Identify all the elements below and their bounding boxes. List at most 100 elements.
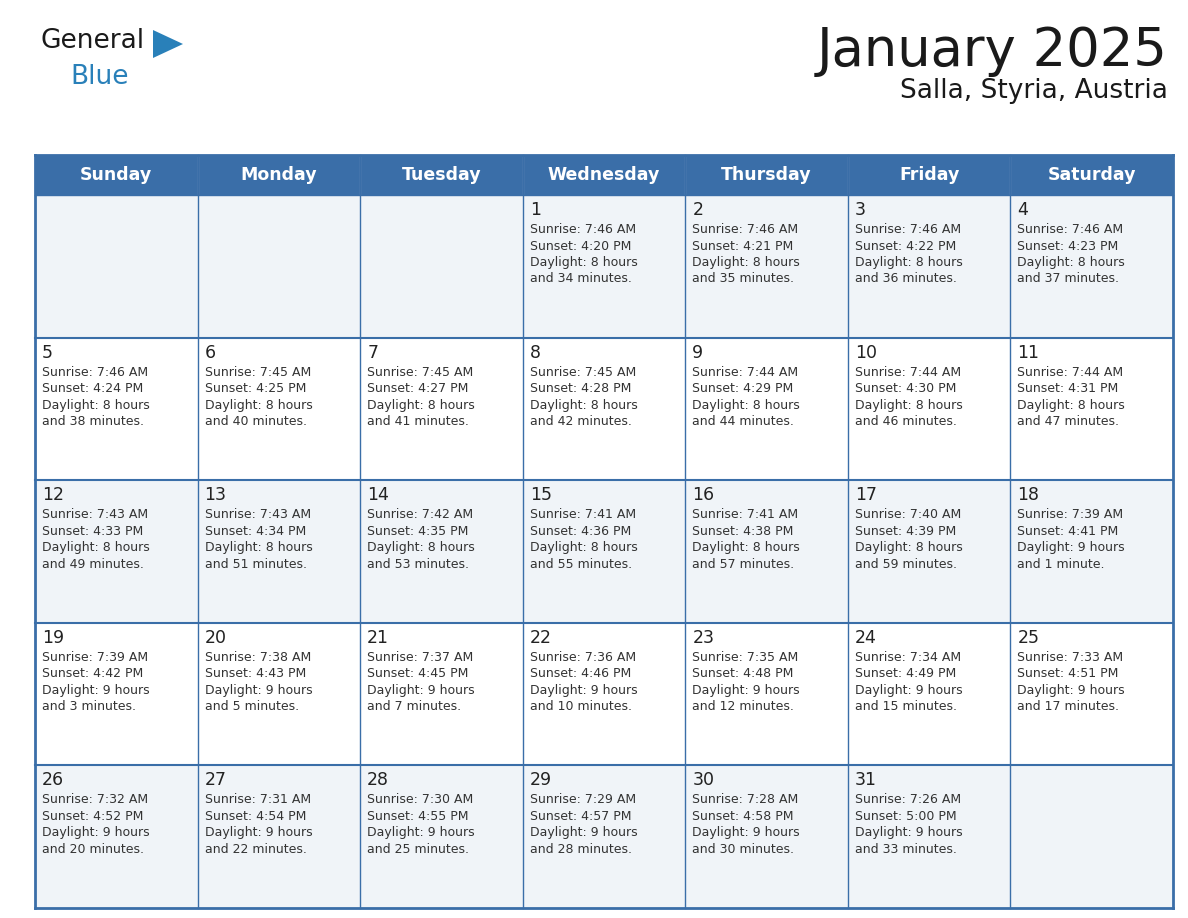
Text: Sunrise: 7:26 AM
Sunset: 5:00 PM
Daylight: 9 hours
and 33 minutes.: Sunrise: 7:26 AM Sunset: 5:00 PM Dayligh… <box>855 793 962 856</box>
Text: Sunrise: 7:29 AM
Sunset: 4:57 PM
Daylight: 9 hours
and 28 minutes.: Sunrise: 7:29 AM Sunset: 4:57 PM Dayligh… <box>530 793 637 856</box>
Text: Monday: Monday <box>240 166 317 184</box>
Text: Sunrise: 7:36 AM
Sunset: 4:46 PM
Daylight: 9 hours
and 10 minutes.: Sunrise: 7:36 AM Sunset: 4:46 PM Dayligh… <box>530 651 637 713</box>
Bar <box>685 766 848 908</box>
Text: 26: 26 <box>42 771 64 789</box>
Bar <box>848 155 1011 195</box>
Bar <box>848 766 1011 908</box>
Bar <box>34 622 197 766</box>
Bar <box>34 766 197 908</box>
Bar <box>523 195 685 338</box>
Text: 25: 25 <box>1017 629 1040 647</box>
Text: 3: 3 <box>855 201 866 219</box>
Text: Sunrise: 7:45 AM
Sunset: 4:27 PM
Daylight: 8 hours
and 41 minutes.: Sunrise: 7:45 AM Sunset: 4:27 PM Dayligh… <box>367 365 475 428</box>
Text: Sunrise: 7:35 AM
Sunset: 4:48 PM
Daylight: 9 hours
and 12 minutes.: Sunrise: 7:35 AM Sunset: 4:48 PM Dayligh… <box>693 651 800 713</box>
Text: Sunrise: 7:42 AM
Sunset: 4:35 PM
Daylight: 8 hours
and 53 minutes.: Sunrise: 7:42 AM Sunset: 4:35 PM Dayligh… <box>367 509 475 571</box>
Bar <box>34 195 197 338</box>
Bar <box>360 766 523 908</box>
Text: Sunrise: 7:40 AM
Sunset: 4:39 PM
Daylight: 8 hours
and 59 minutes.: Sunrise: 7:40 AM Sunset: 4:39 PM Dayligh… <box>855 509 962 571</box>
Text: 2: 2 <box>693 201 703 219</box>
Bar <box>360 155 523 195</box>
Text: Sunday: Sunday <box>80 166 152 184</box>
Text: 22: 22 <box>530 629 551 647</box>
Bar <box>34 338 197 480</box>
Bar <box>685 195 848 338</box>
Bar <box>523 338 685 480</box>
Text: 9: 9 <box>693 343 703 362</box>
Bar <box>197 480 360 622</box>
Bar <box>197 155 360 195</box>
Bar <box>685 480 848 622</box>
Text: Sunrise: 7:37 AM
Sunset: 4:45 PM
Daylight: 9 hours
and 7 minutes.: Sunrise: 7:37 AM Sunset: 4:45 PM Dayligh… <box>367 651 475 713</box>
Bar <box>34 480 197 622</box>
Text: Friday: Friday <box>899 166 960 184</box>
Bar <box>523 480 685 622</box>
Bar <box>685 338 848 480</box>
Text: 5: 5 <box>42 343 53 362</box>
Text: 15: 15 <box>530 487 551 504</box>
Text: 27: 27 <box>204 771 227 789</box>
Text: 11: 11 <box>1017 343 1040 362</box>
Text: Sunrise: 7:34 AM
Sunset: 4:49 PM
Daylight: 9 hours
and 15 minutes.: Sunrise: 7:34 AM Sunset: 4:49 PM Dayligh… <box>855 651 962 713</box>
Text: 4: 4 <box>1017 201 1029 219</box>
Text: 30: 30 <box>693 771 714 789</box>
Polygon shape <box>153 30 183 58</box>
Text: 13: 13 <box>204 487 227 504</box>
Text: Sunrise: 7:43 AM
Sunset: 4:34 PM
Daylight: 8 hours
and 51 minutes.: Sunrise: 7:43 AM Sunset: 4:34 PM Dayligh… <box>204 509 312 571</box>
Bar <box>197 622 360 766</box>
Text: Sunrise: 7:39 AM
Sunset: 4:42 PM
Daylight: 9 hours
and 3 minutes.: Sunrise: 7:39 AM Sunset: 4:42 PM Dayligh… <box>42 651 150 713</box>
Bar <box>523 766 685 908</box>
Text: 16: 16 <box>693 487 714 504</box>
Text: Salla, Styria, Austria: Salla, Styria, Austria <box>901 78 1168 104</box>
Bar <box>1011 480 1173 622</box>
Bar <box>848 622 1011 766</box>
Text: 20: 20 <box>204 629 227 647</box>
Text: 28: 28 <box>367 771 390 789</box>
Text: 10: 10 <box>855 343 877 362</box>
Text: 12: 12 <box>42 487 64 504</box>
Bar <box>360 480 523 622</box>
Text: Sunrise: 7:44 AM
Sunset: 4:31 PM
Daylight: 8 hours
and 47 minutes.: Sunrise: 7:44 AM Sunset: 4:31 PM Dayligh… <box>1017 365 1125 428</box>
Text: Sunrise: 7:41 AM
Sunset: 4:38 PM
Daylight: 8 hours
and 57 minutes.: Sunrise: 7:41 AM Sunset: 4:38 PM Dayligh… <box>693 509 800 571</box>
Text: January 2025: January 2025 <box>817 25 1168 77</box>
Bar <box>1011 766 1173 908</box>
Text: 17: 17 <box>855 487 877 504</box>
Text: Sunrise: 7:41 AM
Sunset: 4:36 PM
Daylight: 8 hours
and 55 minutes.: Sunrise: 7:41 AM Sunset: 4:36 PM Dayligh… <box>530 509 638 571</box>
Text: 1: 1 <box>530 201 541 219</box>
Text: Sunrise: 7:31 AM
Sunset: 4:54 PM
Daylight: 9 hours
and 22 minutes.: Sunrise: 7:31 AM Sunset: 4:54 PM Dayligh… <box>204 793 312 856</box>
Bar <box>360 338 523 480</box>
Text: Sunrise: 7:30 AM
Sunset: 4:55 PM
Daylight: 9 hours
and 25 minutes.: Sunrise: 7:30 AM Sunset: 4:55 PM Dayligh… <box>367 793 475 856</box>
Bar <box>848 338 1011 480</box>
Text: Sunrise: 7:38 AM
Sunset: 4:43 PM
Daylight: 9 hours
and 5 minutes.: Sunrise: 7:38 AM Sunset: 4:43 PM Dayligh… <box>204 651 312 713</box>
Bar <box>360 622 523 766</box>
Text: Sunrise: 7:43 AM
Sunset: 4:33 PM
Daylight: 8 hours
and 49 minutes.: Sunrise: 7:43 AM Sunset: 4:33 PM Dayligh… <box>42 509 150 571</box>
Text: Sunrise: 7:44 AM
Sunset: 4:30 PM
Daylight: 8 hours
and 46 minutes.: Sunrise: 7:44 AM Sunset: 4:30 PM Dayligh… <box>855 365 962 428</box>
Bar <box>1011 338 1173 480</box>
Bar <box>685 622 848 766</box>
Text: Sunrise: 7:28 AM
Sunset: 4:58 PM
Daylight: 9 hours
and 30 minutes.: Sunrise: 7:28 AM Sunset: 4:58 PM Dayligh… <box>693 793 800 856</box>
Bar <box>523 622 685 766</box>
Bar <box>360 195 523 338</box>
Text: Wednesday: Wednesday <box>548 166 661 184</box>
Text: Sunrise: 7:46 AM
Sunset: 4:22 PM
Daylight: 8 hours
and 36 minutes.: Sunrise: 7:46 AM Sunset: 4:22 PM Dayligh… <box>855 223 962 285</box>
Text: Sunrise: 7:45 AM
Sunset: 4:28 PM
Daylight: 8 hours
and 42 minutes.: Sunrise: 7:45 AM Sunset: 4:28 PM Dayligh… <box>530 365 638 428</box>
Bar <box>1011 622 1173 766</box>
Bar <box>1011 195 1173 338</box>
Text: Saturday: Saturday <box>1048 166 1136 184</box>
Text: Sunrise: 7:33 AM
Sunset: 4:51 PM
Daylight: 9 hours
and 17 minutes.: Sunrise: 7:33 AM Sunset: 4:51 PM Dayligh… <box>1017 651 1125 713</box>
Text: Sunrise: 7:46 AM
Sunset: 4:23 PM
Daylight: 8 hours
and 37 minutes.: Sunrise: 7:46 AM Sunset: 4:23 PM Dayligh… <box>1017 223 1125 285</box>
Bar <box>685 155 848 195</box>
Text: Thursday: Thursday <box>721 166 811 184</box>
Text: Sunrise: 7:46 AM
Sunset: 4:20 PM
Daylight: 8 hours
and 34 minutes.: Sunrise: 7:46 AM Sunset: 4:20 PM Dayligh… <box>530 223 638 285</box>
Bar <box>523 155 685 195</box>
Text: 14: 14 <box>367 487 388 504</box>
Text: Sunrise: 7:39 AM
Sunset: 4:41 PM
Daylight: 9 hours
and 1 minute.: Sunrise: 7:39 AM Sunset: 4:41 PM Dayligh… <box>1017 509 1125 571</box>
Text: Sunrise: 7:44 AM
Sunset: 4:29 PM
Daylight: 8 hours
and 44 minutes.: Sunrise: 7:44 AM Sunset: 4:29 PM Dayligh… <box>693 365 800 428</box>
Text: 29: 29 <box>530 771 552 789</box>
Bar <box>34 155 197 195</box>
Text: 6: 6 <box>204 343 216 362</box>
Text: Sunrise: 7:45 AM
Sunset: 4:25 PM
Daylight: 8 hours
and 40 minutes.: Sunrise: 7:45 AM Sunset: 4:25 PM Dayligh… <box>204 365 312 428</box>
Bar <box>1011 155 1173 195</box>
Bar <box>197 766 360 908</box>
Text: Tuesday: Tuesday <box>402 166 481 184</box>
Text: 19: 19 <box>42 629 64 647</box>
